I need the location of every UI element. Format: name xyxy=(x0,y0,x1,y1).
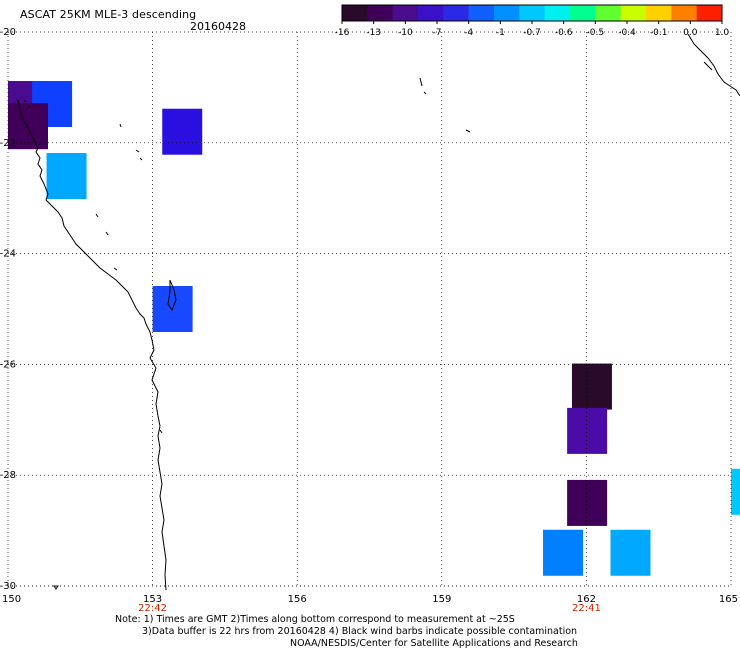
wind-cell xyxy=(571,363,612,410)
colorbar: -16 -13 -10 -7 -4 -1 -0.7 -0.6 -0.5 -0.4 -0.1 0.0 1.… xyxy=(335,4,730,38)
new-caledonia-coastline xyxy=(687,33,740,97)
wind-cell xyxy=(567,407,608,454)
pass-time-label: 22:42 xyxy=(138,603,167,614)
map-date: 20160428 xyxy=(190,20,246,33)
latitude-label: -28 xyxy=(0,470,16,481)
colorbar-swatch xyxy=(367,5,394,21)
colorbar-swatch xyxy=(696,5,723,21)
latitude-label: -30 xyxy=(0,581,16,592)
longitude-label: 150 xyxy=(2,594,21,605)
colorbar-swatch xyxy=(494,5,520,21)
longitude-label: 159 xyxy=(432,594,451,605)
colorbar-tick-label: -0.1 xyxy=(650,28,668,38)
longitude-label: 156 xyxy=(288,594,307,605)
colorbar-tick-label: -0.7 xyxy=(523,28,541,38)
small-islands-east xyxy=(419,77,471,133)
colorbar-tick-label: -1 xyxy=(496,28,505,38)
pass-time-label: 22:41 xyxy=(572,603,601,614)
colorbar-swatch xyxy=(671,5,698,21)
latitude-label: -26 xyxy=(0,359,16,370)
colorbar-tick-label: -4 xyxy=(464,28,473,38)
colorbar-swatch xyxy=(392,5,419,21)
wind-cell xyxy=(162,108,203,155)
colorbar-tick-label: -0.4 xyxy=(618,28,636,38)
colorbar-swatch xyxy=(418,5,444,21)
colorbar-swatch xyxy=(468,5,495,21)
colorbar-tick-label: -10 xyxy=(398,28,413,38)
colorbar-tick-label: 0.0 xyxy=(683,28,698,38)
colorbar-swatch xyxy=(544,5,571,21)
wind-cell xyxy=(46,153,87,200)
colorbar-tick-label: -16 xyxy=(335,28,350,38)
colorbar-tick-label: -0.5 xyxy=(587,28,605,38)
colorbar-tick-label: -0.6 xyxy=(555,28,573,38)
wind-cell xyxy=(731,468,740,515)
colorbar-swatch xyxy=(646,5,672,21)
wind-cell xyxy=(8,103,48,150)
footnote-line-3: NOAA/NESDIS/Center for Satellite Applica… xyxy=(290,638,578,649)
wind-cell xyxy=(567,479,608,526)
colorbar-tick-label: -13 xyxy=(366,28,381,38)
australia-coastline xyxy=(17,99,167,591)
longitude-label: 162 xyxy=(577,594,596,605)
colorbar-tick-label: 1.0 xyxy=(715,28,730,38)
colorbar-swatch xyxy=(620,5,647,21)
longitude-label: 165 xyxy=(719,594,738,605)
colorbar-tick-label: -7 xyxy=(433,28,442,38)
data-cells xyxy=(8,81,740,576)
footnote-line-2: 3)Data buffer is 22 hrs from 20160428 4)… xyxy=(142,626,578,637)
wind-cell xyxy=(543,529,584,576)
latitude-label: -24 xyxy=(0,249,16,260)
wind-cell xyxy=(610,529,651,576)
reef-islands xyxy=(23,99,163,434)
coastline xyxy=(17,33,740,591)
latitude-label: -20 xyxy=(0,27,16,38)
colorbar-swatch xyxy=(519,5,546,21)
latitude-label: -22 xyxy=(0,138,16,149)
colorbar-swatch xyxy=(342,5,368,21)
grid-lines xyxy=(7,31,732,587)
colorbar-swatch xyxy=(443,5,470,21)
colorbar-swatch xyxy=(570,5,596,21)
longitude-label: 153 xyxy=(143,594,162,605)
colorbar-swatch xyxy=(595,5,622,21)
fraser-island-outline xyxy=(167,279,177,312)
lord-howe-marker xyxy=(53,585,59,590)
map-title: ASCAT 25KM MLE-3 descending xyxy=(20,8,197,21)
footnote-line-1: Note: 1) Times are GMT 2)Times along bot… xyxy=(115,614,515,625)
axis-labels: -20 -22 -24 -26 -28 -30 150 153 156 159 162 165 22:4… xyxy=(0,27,738,614)
